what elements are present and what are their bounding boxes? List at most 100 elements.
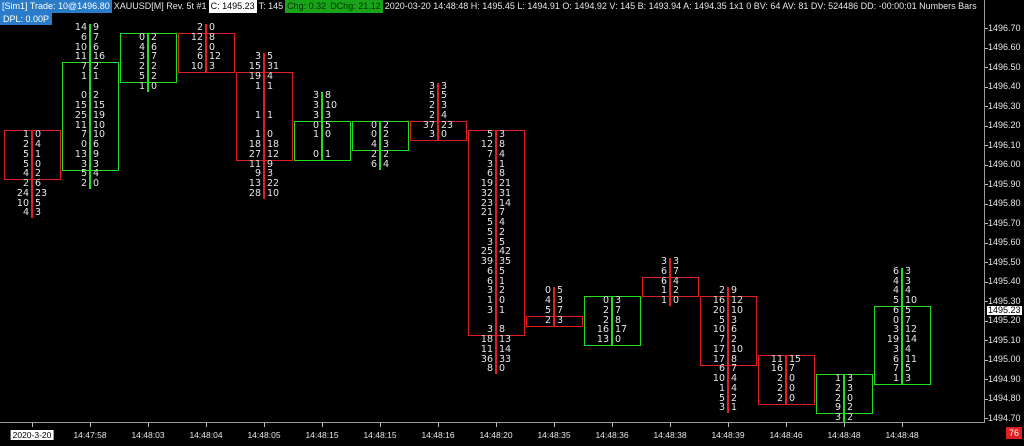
bid-volume: 3 [80,158,87,170]
bar-wick [553,287,555,326]
ask-volume: 9 [93,148,100,160]
ask-volume: 4 [673,275,680,287]
ask-volume: 12 [267,148,280,160]
chart-header: [Sim1] Trade: 10@1496.80 XAUUSD[M] Rev. … [0,0,979,13]
price-tick-label: 1494.70 [988,412,1021,423]
bar-body [352,120,409,151]
bid-volume: 3 [486,324,493,336]
bid-volume: 7 [80,61,87,72]
bid-volume: 2 [776,382,783,394]
ask-volume: 35 [499,256,512,267]
bar-wick [89,24,91,189]
price-tick [985,164,988,166]
bid-volume: 6 [892,304,899,316]
bid-volume: 2 [138,61,145,72]
bid-volume: 6 [370,158,377,170]
ask-volume: 1 [93,70,100,82]
ask-volume: 13 [499,334,512,345]
bid-volume: 2 [834,392,841,404]
ask-volume: 6 [151,41,158,53]
bid-volume: 6 [718,363,725,375]
ask-volume: 2 [151,70,158,82]
ask-volume: 6 [35,178,42,189]
price-tick-label: 1496.70 [988,22,1021,33]
ask-volume: 0 [35,129,42,141]
bid-volume: 0 [544,285,551,297]
time-tick [554,423,555,427]
ask-volume: 0 [499,363,506,375]
ask-volume: 8 [499,324,506,336]
ask-volume: 3 [325,109,332,121]
bid-volume: 27 [248,148,261,160]
ask-volume: 14 [905,334,918,345]
bar-body [584,296,641,346]
ask-volume: 31 [499,187,512,199]
ask-volume: 0 [615,334,622,345]
bid-volume: 23 [480,197,493,209]
ask-volume: 2 [499,285,506,297]
bid-volume: 2 [602,314,609,326]
time-label: 14:48:15 [363,430,397,440]
ask-volume: 42 [499,246,512,258]
ask-volume: 22 [267,178,280,189]
price-tick [985,145,988,146]
bid-volume: 2 [22,139,29,150]
ask-volume: 14 [499,343,512,355]
ask-volume: 3 [441,100,448,111]
bid-volume: 1 [254,129,261,141]
price-tick-label: 1495.50 [988,256,1021,267]
bid-volume: 3 [428,80,435,92]
bid-volume: 2 [602,304,609,316]
ask-volume: 4 [35,139,42,150]
price-tick-label: 1495.90 [988,178,1021,189]
ask-volume: 0 [441,129,448,141]
ask-volume: 21 [499,178,512,189]
bid-volume: 6 [486,275,493,287]
price-tick-label: 1495.30 [988,295,1021,306]
bid-volume: 1 [312,129,319,141]
price-tick [985,301,988,302]
ask-volume: 1 [267,80,274,92]
time-tick [380,423,381,427]
bid-volume: 15 [74,100,87,111]
bid-volume: 3 [892,343,899,355]
ask-volume: 5 [267,51,274,63]
bar-wick [263,53,265,199]
bar-wick [901,267,903,384]
time-label: 14:48:05 [247,430,281,440]
price-axis[interactable]: 1495.23 1496.70 1496.60 1496.50 1496.40 1496… [985,0,1024,423]
price-tick [985,242,988,244]
bid-volume: 16 [596,324,609,336]
price-tick-label: 1496.60 [988,42,1021,52]
ask-volume: 2 [35,168,42,180]
bid-volume: 1 [718,382,725,394]
ask-volume: 12 [731,295,744,306]
bid-volume: 0 [138,31,145,43]
ask-volume: 3 [557,314,564,326]
ask-volume: 8 [325,90,332,102]
ask-volume: 2 [93,90,100,102]
bid-volume: 5 [138,70,145,82]
bid-volume: 3 [312,90,319,102]
ask-volume: 33 [499,353,512,365]
bar-body [874,305,931,385]
time-axis[interactable]: 2020-3-20 76 14:47:58 14:48:03 14:48:04 14:… [0,423,1024,446]
bar-wick [147,33,149,92]
price-tick-label: 1496.10 [988,139,1021,150]
chart-plot-area[interactable]: [Sim1] Trade: 10@1496.80 XAUUSD[M] Rev. … [0,0,985,423]
time-label: 14:48:48 [885,430,919,440]
bid-volume: 10 [190,61,203,72]
bar-wick [785,355,787,404]
ask-volume: 2 [499,226,506,238]
ask-volume: 4 [499,217,506,228]
ask-volume: 1 [35,148,42,160]
bar-body [62,62,119,171]
bid-volume: 5 [486,129,493,141]
ask-volume: 0 [35,158,42,170]
time-label: 14:48:46 [769,430,803,440]
ask-volume: 0 [325,129,332,141]
ask-volume: 2 [847,402,854,414]
ask-volume: 1 [731,402,738,414]
ask-volume: 3 [905,265,912,277]
bid-volume: 5 [428,90,435,102]
